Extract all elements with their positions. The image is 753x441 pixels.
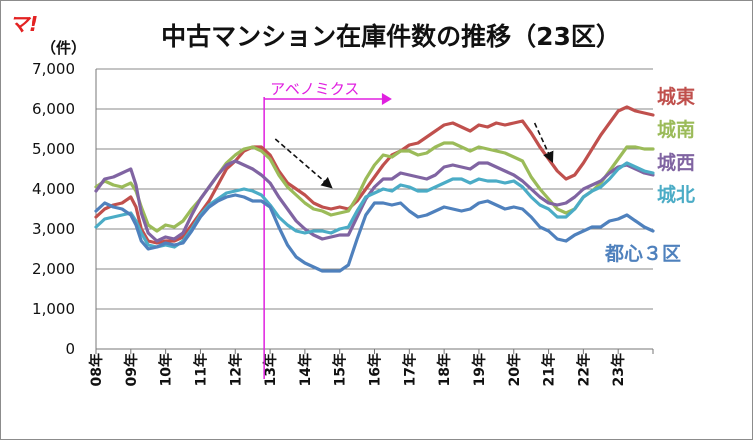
series-line-1: [94, 141, 655, 233]
y-tick-label: 2,000: [32, 260, 75, 278]
x-tick-label: 21年: [541, 353, 558, 386]
y-axis: 0 1,000 2,000 3,000 4,000 5,000 6,000 7,000: [32, 60, 97, 358]
x-tick-label: 18年: [436, 353, 453, 386]
legend-label: 城東: [657, 85, 695, 108]
y-unit-label: （件）: [41, 39, 86, 57]
series-line-4: [94, 193, 655, 273]
x-tick-label: 12年: [227, 353, 244, 386]
x-tick-label: 15年: [332, 353, 349, 386]
legend-label: 城南: [657, 118, 695, 141]
x-tick-label: 11年: [192, 353, 209, 386]
trend-arrow: [533, 122, 554, 164]
logo-mark: マ!: [9, 12, 38, 36]
abenomics-label: アベノミクス: [270, 80, 359, 98]
x-tick-label: 14年: [297, 353, 314, 386]
legend-label: 都心３区: [604, 243, 681, 265]
series-line-0: [94, 105, 655, 245]
y-tick-label: 4,000: [32, 180, 75, 198]
x-tick-label: 20年: [506, 353, 523, 386]
x-tick-label: 19年: [471, 353, 488, 386]
y-tick-label: 6,000: [32, 100, 75, 118]
y-tick-label: 5,000: [32, 140, 75, 158]
y-tick-label: 7,000: [32, 60, 75, 78]
y-tick-label: 0: [65, 340, 75, 358]
x-tick-label: 13年: [262, 353, 279, 386]
x-tick-label: 10年: [158, 353, 175, 386]
x-tick-label: 16年: [367, 353, 384, 386]
y-tick-label: 1,000: [32, 300, 75, 318]
chart-title: 中古マンション在庫件数の推移（23区）: [161, 22, 621, 51]
abenomics-arrow-head: [381, 93, 392, 105]
x-tick-label: 22年: [575, 353, 592, 386]
x-tick-label: 17年: [401, 353, 418, 386]
legend-label: 城北: [657, 183, 695, 206]
x-tick-label: 08年: [88, 353, 105, 386]
gridlines: [96, 68, 653, 350]
x-tick-label: 23年: [610, 353, 627, 386]
x-axis: 08年 09年 10年 11年 12年 13年 14年 15年 16年 17年 18年 19年 20年 2…: [88, 349, 654, 386]
trend-arrow: [274, 138, 333, 189]
series-lines: [94, 105, 655, 273]
abenomics-annotation: アベノミクス: [263, 80, 392, 379]
y-tick-label: 3,000: [32, 220, 75, 238]
legend-label: 城西: [657, 151, 695, 174]
trend-arrows: [274, 122, 554, 189]
x-tick-label: 09年: [123, 353, 140, 386]
series-line-2: [94, 159, 655, 243]
